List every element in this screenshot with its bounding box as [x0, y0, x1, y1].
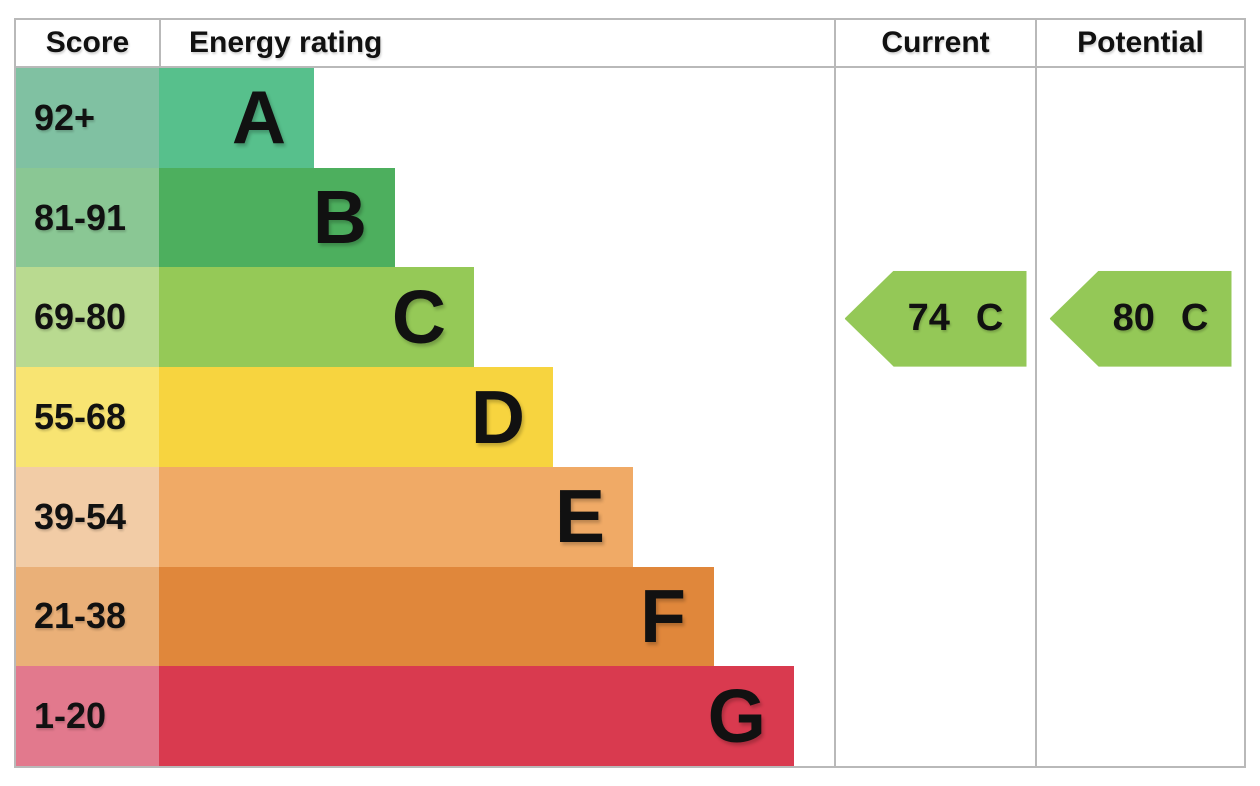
bar-area-f: F: [159, 566, 834, 667]
band-letter-f: F: [640, 573, 686, 658]
potential-rating-arrow: 80 C: [1049, 270, 1232, 367]
bands-column: 92+ A 81-91 B 69-8: [16, 68, 834, 767]
bar-area-a: A: [159, 68, 834, 168]
band-letter-c: C: [391, 274, 446, 359]
band-letter-e: E: [554, 474, 605, 559]
bar-area-e: E: [159, 466, 834, 567]
band-row-g: 1-20 G: [16, 666, 834, 767]
bar-area-d: D: [159, 367, 834, 467]
band-letter-a: A: [231, 75, 286, 160]
rating-bar-e: E: [159, 466, 633, 567]
bar-area-g: G: [159, 666, 834, 767]
band-row-f: 21-38 F: [16, 566, 834, 667]
score-range-g: 1-20: [16, 666, 159, 767]
potential-column-header: Potential: [1035, 20, 1244, 66]
rating-bar-f: F: [159, 566, 714, 667]
epc-table: Score Energy rating Current Potential 92…: [14, 18, 1246, 768]
score-range-f: 21-38: [16, 566, 159, 667]
rating-bar-c: C: [159, 267, 474, 368]
rating-bar-b: B: [159, 167, 395, 268]
potential-rating-label: 80 C: [1113, 297, 1209, 340]
bar-area-b: B: [159, 167, 834, 268]
band-letter-b: B: [312, 175, 367, 260]
current-rating-label: 74 C: [908, 297, 1004, 340]
band-row-d: 55-68 D: [16, 367, 834, 467]
score-column-header: Score: [45, 26, 130, 59]
band-row-e: 39-54 E: [16, 466, 834, 567]
band-letter-g: G: [707, 673, 766, 758]
band-row-a: 92+ A: [16, 68, 834, 168]
score-range-d: 55-68: [16, 367, 159, 467]
current-score-value: 74: [907, 297, 950, 340]
current-band-letter: C: [975, 297, 1004, 340]
bar-area-c: C: [159, 267, 834, 368]
rating-bar-g: G: [159, 666, 794, 767]
band-letter-d: D: [470, 374, 525, 459]
score-range-b: 81-91: [16, 167, 159, 268]
potential-column: 80 C: [1035, 68, 1244, 766]
band-row-c: 69-80 C: [16, 267, 834, 368]
chart-body: 92+ A 81-91 B 69-8: [16, 68, 1244, 767]
score-range-c: 69-80: [16, 267, 159, 368]
current-column: 74 C: [834, 68, 1035, 766]
potential-score-value: 80: [1112, 297, 1155, 340]
energy-rating-column-header: Energy rating: [159, 20, 834, 66]
score-range-e: 39-54: [16, 466, 159, 567]
rating-bar-d: D: [159, 367, 553, 467]
current-rating-arrow: 74 C: [844, 270, 1027, 367]
rating-bar-a: A: [159, 68, 314, 168]
band-row-b: 81-91 B: [16, 167, 834, 268]
header-row: Score Energy rating Current Potential: [16, 20, 1244, 68]
score-range-a: 92+: [16, 68, 159, 168]
potential-band-letter: C: [1180, 297, 1209, 340]
current-column-header: Current: [834, 20, 1035, 66]
